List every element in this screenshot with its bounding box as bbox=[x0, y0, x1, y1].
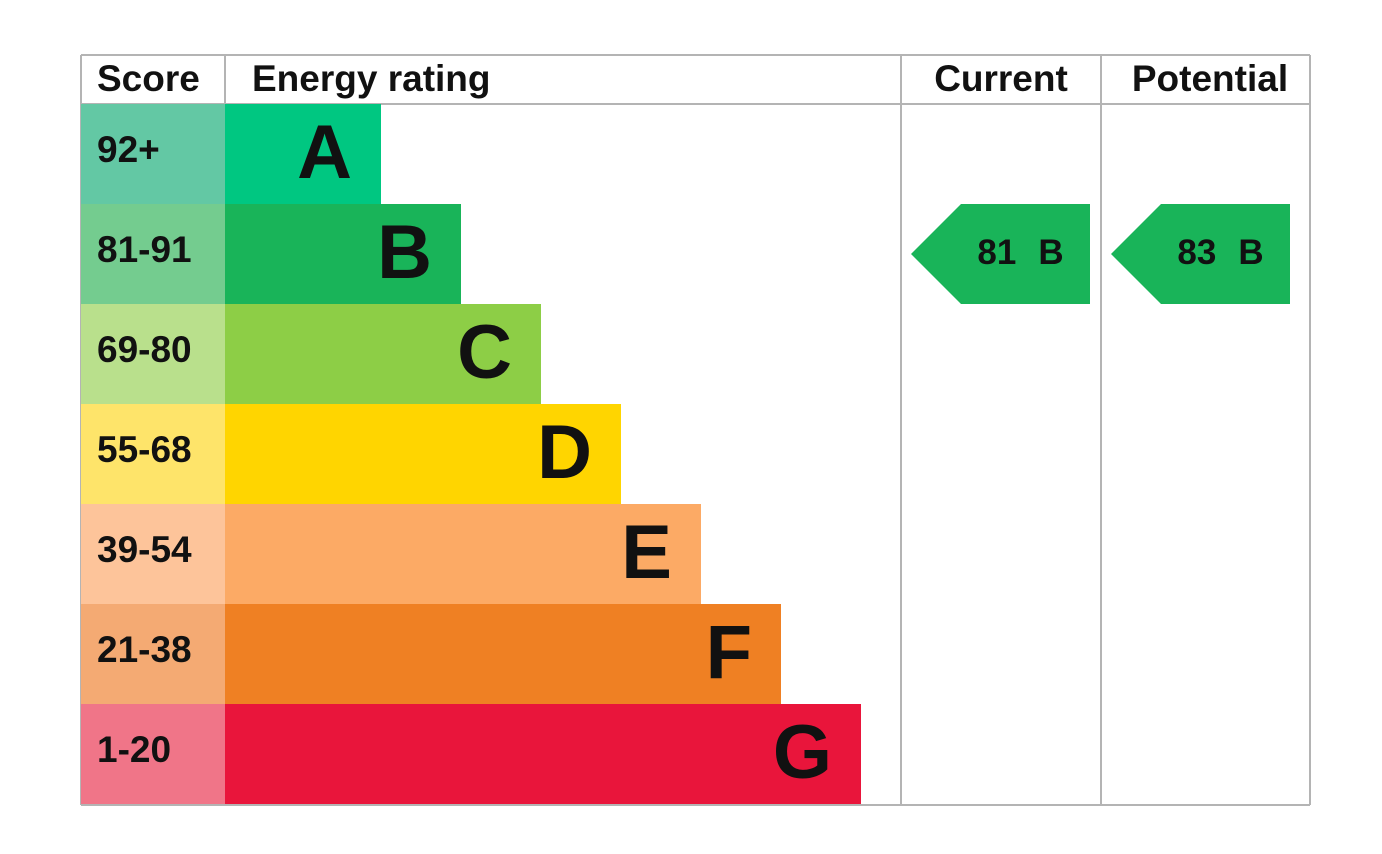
rating-letter: E bbox=[621, 510, 672, 595]
header-rating: Energy rating bbox=[252, 58, 491, 99]
current-score: 81 bbox=[977, 233, 1016, 272]
rating-bar bbox=[225, 604, 781, 704]
score-cell bbox=[81, 404, 225, 504]
score-range: 69-80 bbox=[97, 329, 192, 370]
header-score: Score bbox=[97, 58, 200, 99]
potential-letter: B bbox=[1238, 233, 1263, 272]
score-range: 55-68 bbox=[97, 429, 192, 470]
rating-bar bbox=[225, 404, 621, 504]
potential-label: 83 B bbox=[1177, 233, 1263, 272]
score-cell bbox=[81, 704, 225, 804]
score-cell bbox=[81, 604, 225, 704]
rating-bar bbox=[225, 704, 861, 804]
score-range: 1-20 bbox=[97, 729, 171, 770]
score-range: 92+ bbox=[97, 129, 160, 170]
score-cell bbox=[81, 104, 225, 204]
rating-letter: A bbox=[297, 110, 352, 195]
current-label: 81 B bbox=[977, 233, 1063, 272]
rating-letter: B bbox=[377, 210, 432, 295]
potential-arrow bbox=[1111, 204, 1290, 304]
rating-letter: D bbox=[537, 410, 592, 495]
score-cell bbox=[81, 204, 225, 304]
rating-bar bbox=[225, 304, 541, 404]
score-range: 81-91 bbox=[97, 229, 192, 270]
current-arrow bbox=[911, 204, 1090, 304]
rating-bar bbox=[225, 504, 701, 604]
potential-score: 83 bbox=[1177, 233, 1216, 272]
header-potential: Potential bbox=[1132, 58, 1288, 99]
rating-bar bbox=[225, 204, 461, 304]
current-letter: B bbox=[1038, 233, 1063, 272]
rating-bar bbox=[225, 104, 381, 204]
score-cell bbox=[81, 304, 225, 404]
score-cell bbox=[81, 504, 225, 604]
rating-letter: G bbox=[773, 710, 832, 795]
header-current: Current bbox=[934, 58, 1068, 99]
rating-letter: C bbox=[457, 310, 512, 395]
score-range: 39-54 bbox=[97, 529, 192, 570]
rating-letter: F bbox=[706, 610, 752, 695]
score-range: 21-38 bbox=[97, 629, 192, 670]
